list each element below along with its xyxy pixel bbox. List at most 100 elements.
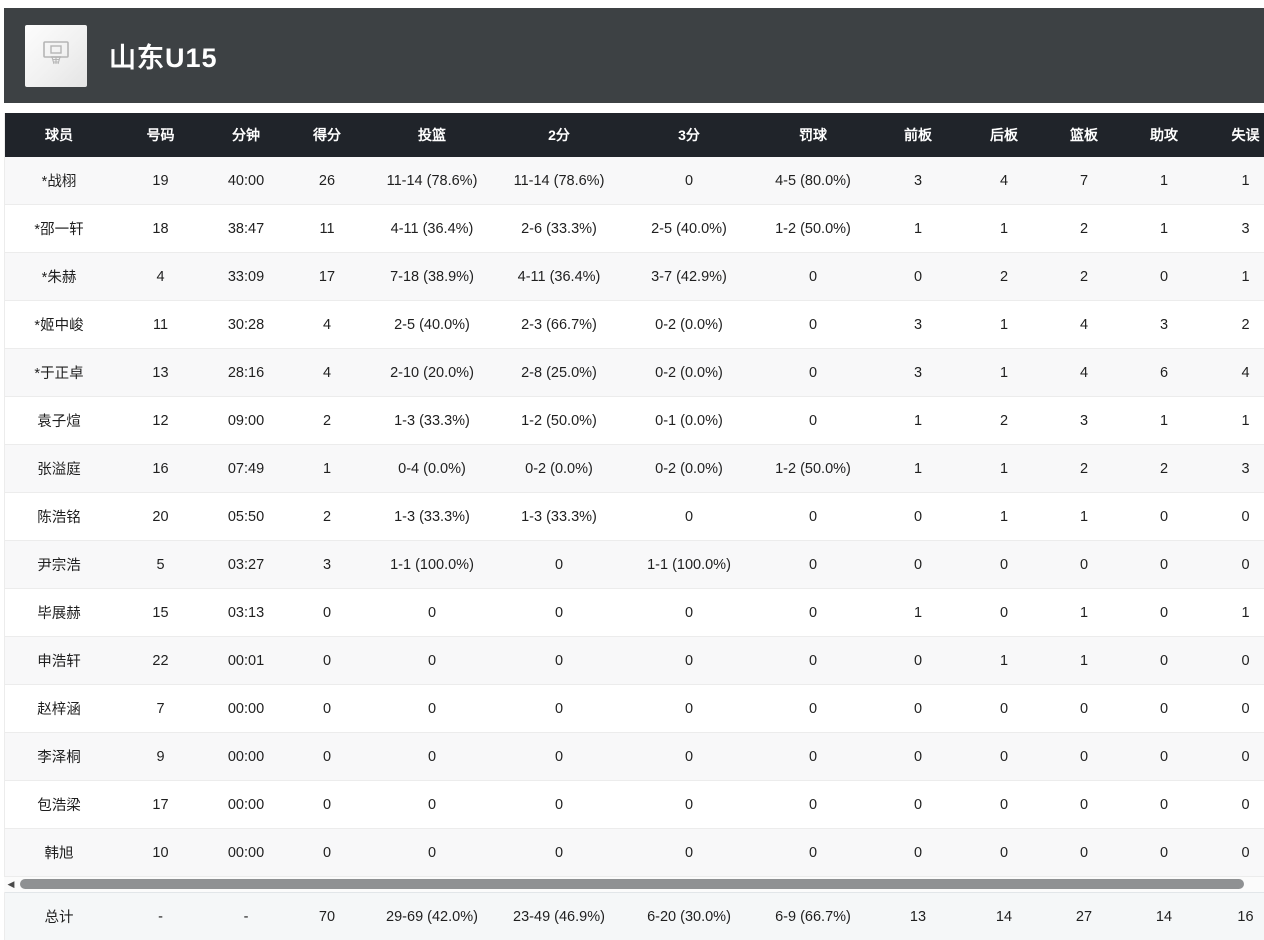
stat-cell-points: 0 xyxy=(284,589,370,637)
stat-cell-off-rebounds: 0 xyxy=(872,685,964,733)
stat-cell-field-goals: 0 xyxy=(370,829,494,877)
scrollbar-thumb[interactable] xyxy=(20,879,1244,889)
stat-cell-three-pointers: 2-5 (40.0%) xyxy=(624,205,754,253)
stat-cell-free-throws: 0 xyxy=(754,589,872,637)
stat-cell-rebounds: 1 xyxy=(1044,637,1124,685)
stat-cell-two-pointers: 0 xyxy=(494,685,624,733)
stat-cell-number: 9 xyxy=(113,733,208,781)
stat-cell-number: 22 xyxy=(113,637,208,685)
stat-cell-three-pointers: 1-1 (100.0%) xyxy=(624,541,754,589)
stat-cell-number: 18 xyxy=(113,205,208,253)
stat-cell-free-throws: 4-5 (80.0%) xyxy=(754,157,872,205)
stat-cell-points: 0 xyxy=(284,637,370,685)
stat-cell-field-goals: 1-3 (33.3%) xyxy=(370,493,494,541)
stat-cell-off-rebounds: 1 xyxy=(872,589,964,637)
player-name: *姬中峻 xyxy=(5,301,113,349)
team-header: 山东U15 xyxy=(4,8,1264,103)
stat-cell-number: 7 xyxy=(113,685,208,733)
stat-cell-rebounds: 3 xyxy=(1044,397,1124,445)
header-divider xyxy=(4,103,1264,113)
stat-cell-points: 2 xyxy=(284,397,370,445)
stat-cell-rebounds: 4 xyxy=(1044,349,1124,397)
stat-cell-three-pointers: 3-7 (42.9%) xyxy=(624,253,754,301)
stat-cell-two-pointers: 0 xyxy=(494,541,624,589)
stat-cell-minutes: 05:50 xyxy=(208,493,284,541)
column-header-points: 得分 xyxy=(284,113,370,157)
stat-cell-points: 2 xyxy=(284,493,370,541)
stat-cell-rebounds: 2 xyxy=(1044,445,1124,493)
totals-cell-minutes: - xyxy=(208,893,284,940)
column-header-field-goals: 投篮 xyxy=(370,113,494,157)
stat-cell-assists: 0 xyxy=(1124,781,1204,829)
stat-cell-assists: 0 xyxy=(1124,541,1204,589)
stat-cell-points: 11 xyxy=(284,205,370,253)
player-name: 包浩梁 xyxy=(5,781,113,829)
column-header-two-pointers: 2分 xyxy=(494,113,624,157)
stat-cell-number: 11 xyxy=(113,301,208,349)
stat-cell-field-goals: 0 xyxy=(370,733,494,781)
stat-cell-def-rebounds: 0 xyxy=(964,781,1044,829)
stat-cell-two-pointers: 2-6 (33.3%) xyxy=(494,205,624,253)
stat-cell-assists: 0 xyxy=(1124,493,1204,541)
stat-cell-number: 19 xyxy=(113,157,208,205)
stat-cell-free-throws: 0 xyxy=(754,397,872,445)
stat-cell-points: 26 xyxy=(284,157,370,205)
stat-cell-two-pointers: 11-14 (78.6%) xyxy=(494,157,624,205)
stat-cell-def-rebounds: 1 xyxy=(964,205,1044,253)
stat-cell-off-rebounds: 0 xyxy=(872,829,964,877)
stat-cell-rebounds: 0 xyxy=(1044,733,1124,781)
column-header-assists: 助攻 xyxy=(1124,113,1204,157)
stat-cell-minutes: 03:27 xyxy=(208,541,284,589)
stat-cell-off-rebounds: 0 xyxy=(872,733,964,781)
totals-cell-three-pointers: 6-20 (30.0%) xyxy=(624,893,754,940)
stat-cell-minutes: 00:00 xyxy=(208,829,284,877)
stat-cell-two-pointers: 0 xyxy=(494,829,624,877)
stat-cell-points: 4 xyxy=(284,349,370,397)
stat-cell-rebounds: 7 xyxy=(1044,157,1124,205)
stat-cell-points: 0 xyxy=(284,781,370,829)
team-name: 山东U15 xyxy=(109,36,218,75)
stat-cell-three-pointers: 0 xyxy=(624,685,754,733)
stat-cell-points: 1 xyxy=(284,445,370,493)
stat-cell-assists: 0 xyxy=(1124,829,1204,877)
stat-cell-def-rebounds: 0 xyxy=(964,685,1044,733)
stat-cell-turnovers: 0 xyxy=(1204,493,1264,541)
stat-cell-free-throws: 0 xyxy=(754,685,872,733)
stat-cell-off-rebounds: 3 xyxy=(872,157,964,205)
totals-cell-off-rebounds: 13 xyxy=(872,893,964,940)
stat-cell-three-pointers: 0 xyxy=(624,493,754,541)
stat-cell-turnovers: 1 xyxy=(1204,157,1264,205)
stat-cell-rebounds: 1 xyxy=(1044,589,1124,637)
stat-cell-off-rebounds: 3 xyxy=(872,349,964,397)
stat-cell-points: 0 xyxy=(284,685,370,733)
stat-cell-assists: 1 xyxy=(1124,157,1204,205)
stat-cell-assists: 0 xyxy=(1124,589,1204,637)
stat-cell-field-goals: 11-14 (78.6%) xyxy=(370,157,494,205)
column-header-turnovers: 失误 xyxy=(1204,113,1264,157)
player-name: *于正卓 xyxy=(5,349,113,397)
column-header-three-pointers: 3分 xyxy=(624,113,754,157)
player-name: 袁子煊 xyxy=(5,397,113,445)
column-header-minutes: 分钟 xyxy=(208,113,284,157)
team-logo xyxy=(25,25,87,87)
stat-cell-assists: 1 xyxy=(1124,205,1204,253)
stat-cell-def-rebounds: 0 xyxy=(964,733,1044,781)
column-header-player: 球员 xyxy=(5,113,113,157)
stat-cell-minutes: 28:16 xyxy=(208,349,284,397)
stat-cell-number: 16 xyxy=(113,445,208,493)
scroll-left-arrow-icon[interactable]: ◀ xyxy=(4,878,18,891)
horizontal-scrollbar[interactable]: ◀ xyxy=(4,877,1264,892)
stat-cell-def-rebounds: 2 xyxy=(964,397,1044,445)
